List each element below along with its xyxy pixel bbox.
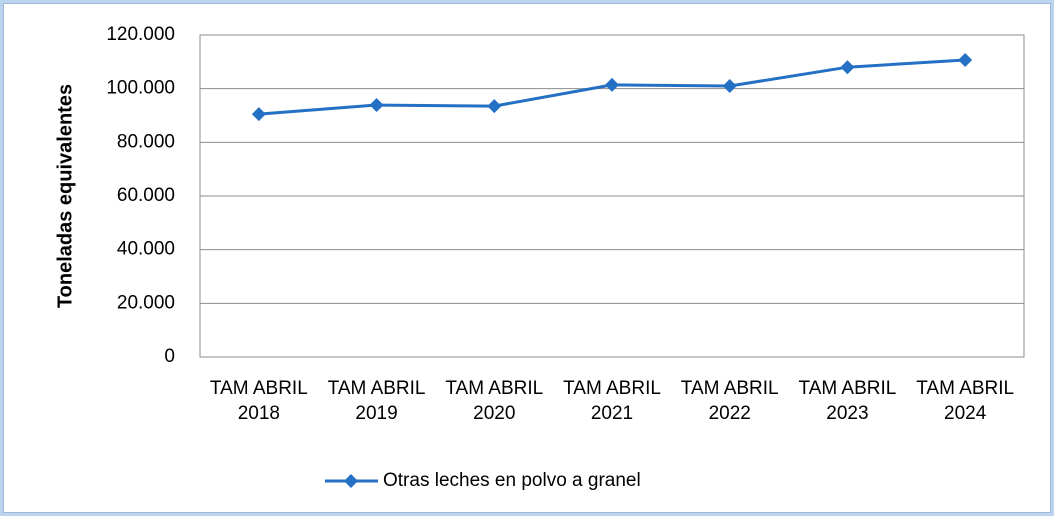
- chart-frame: [3, 3, 1051, 513]
- y-tick-label: 80.000: [117, 131, 175, 152]
- y-tick-label: 120.000: [106, 24, 175, 45]
- marker: [487, 99, 502, 114]
- marker: [251, 107, 266, 122]
- legend-label: Otras leches en polvo a granel: [383, 470, 641, 491]
- y-tick-label: 60.000: [117, 185, 175, 206]
- marker: [605, 77, 619, 92]
- x-tick-label: TAM ABRIL 2020: [445, 378, 544, 424]
- x-tick-label: TAM ABRIL 2022: [680, 378, 779, 424]
- x-tick-label: TAM ABRIL 2024: [916, 378, 1015, 424]
- y-axis-label: Toneladas equivalentes: [54, 84, 76, 308]
- plot-border: [199, 34, 1025, 358]
- legend-marker: [344, 474, 358, 488]
- marker: [369, 98, 384, 113]
- y-tick-label: 0: [164, 346, 175, 367]
- x-tick-label: TAM ABRIL 2021: [563, 378, 661, 424]
- x-tick-label: TAM ABRIL 2023: [798, 378, 897, 424]
- y-tick-label: 40.000: [117, 239, 175, 260]
- x-tick-label: TAM ABRIL 2018: [209, 378, 308, 424]
- y-tick-label: 20.000: [117, 292, 175, 313]
- marker: [958, 52, 973, 67]
- marker: [840, 60, 855, 75]
- marker: [722, 78, 737, 93]
- x-tick-label: TAM ABRIL 2019: [327, 378, 426, 424]
- y-tick-label: 100.000: [106, 78, 175, 99]
